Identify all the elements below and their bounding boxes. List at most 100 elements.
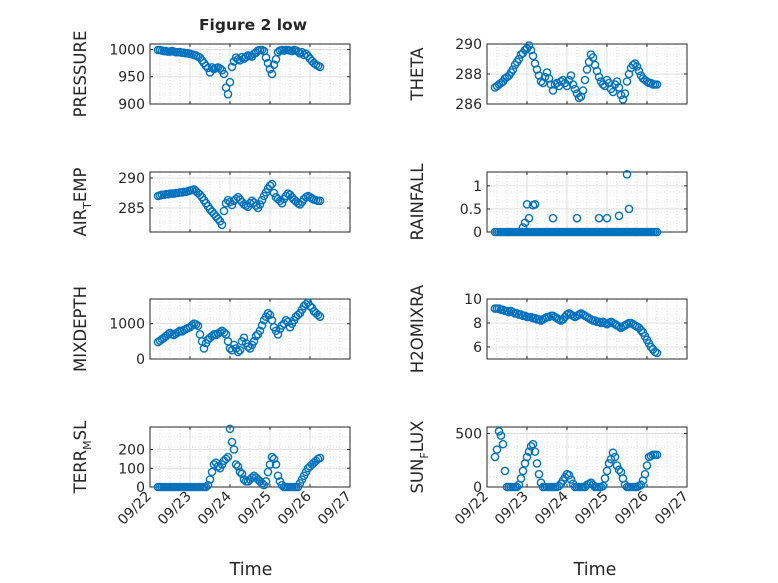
data-point [247, 473, 257, 482]
data-point [203, 63, 213, 73]
y-tick-label: 0 [136, 352, 145, 368]
data-point [508, 65, 518, 74]
data-point [213, 462, 223, 471]
data-point [225, 424, 235, 434]
data-point [281, 191, 291, 201]
data-point [209, 460, 219, 469]
data-point [514, 54, 524, 64]
data-point [566, 475, 576, 484]
data-point [273, 471, 283, 481]
data-point [594, 213, 604, 223]
data-point [602, 213, 612, 223]
subplot-1: 900 950 1000 PRESSURE [71, 31, 351, 117]
data-point [267, 69, 277, 79]
data-point [602, 466, 612, 476]
data-point [530, 447, 540, 456]
data-point [518, 466, 528, 476]
data-point [277, 198, 287, 208]
y-tick-label: 0 [473, 225, 482, 241]
axes-box [149, 43, 351, 105]
data-point [315, 453, 325, 463]
data-point [524, 41, 534, 50]
data-point [237, 469, 247, 479]
data-point [257, 321, 267, 330]
data-point [219, 69, 229, 79]
data-point [614, 211, 624, 221]
data-point [273, 329, 283, 339]
data-point [233, 347, 243, 357]
y-tick-label: 285 [118, 201, 145, 217]
data-point [251, 201, 261, 210]
y-axis-label-subscript: F [418, 452, 431, 458]
data-point [213, 214, 223, 224]
data-point [265, 460, 275, 469]
data-point [261, 53, 271, 62]
data-point [227, 200, 237, 210]
data-point [219, 328, 229, 337]
data-point [554, 481, 564, 491]
data-point [315, 312, 325, 321]
data-point [616, 90, 626, 100]
data-point [227, 437, 237, 447]
subplot-3: 285 290 AIRTEMP [71, 167, 351, 236]
data-point [243, 342, 253, 351]
data-point [632, 62, 642, 71]
data-point [193, 321, 203, 331]
data-point [257, 195, 267, 205]
y-tick-label: 1 [473, 179, 482, 195]
data-point [239, 475, 249, 484]
data-point [530, 200, 540, 209]
y-axis-label: H2OMIXRA [408, 284, 427, 373]
data-point [277, 480, 287, 490]
data-point [556, 77, 566, 86]
data-point [528, 51, 538, 61]
data-point [548, 213, 558, 223]
axes-box [149, 171, 351, 233]
data-point [512, 482, 522, 492]
y-tick-label: 200 [118, 443, 145, 459]
data-point [199, 344, 209, 353]
y-tick-label: 6 [473, 340, 482, 356]
data-point [600, 474, 610, 483]
y-tick-label: 290 [455, 37, 482, 53]
y-axis-label: SUNFLUX [408, 421, 431, 494]
data-point [636, 325, 646, 335]
axes-box [486, 298, 688, 360]
data-point [568, 80, 578, 89]
data-point [231, 460, 241, 469]
data-point [500, 466, 510, 476]
data-point [269, 454, 279, 464]
y-tick-label: 0 [136, 480, 145, 496]
y-axis-label-part: SUN [408, 459, 427, 494]
data-point [207, 63, 217, 72]
data-point [614, 465, 624, 475]
data-point [227, 62, 237, 72]
data-point [195, 190, 205, 200]
data-point [163, 329, 173, 339]
y-axis-label: AIRTEMP [71, 167, 94, 236]
data-point [636, 480, 646, 490]
data-point [528, 439, 538, 449]
y-axis-label-part: AIR [71, 209, 90, 237]
data-point [628, 60, 638, 70]
y-axis-label-part: THETA [408, 47, 427, 102]
y-axis-label-part: RAINFALL [408, 163, 427, 241]
data-point [269, 188, 279, 198]
data-point [201, 61, 211, 71]
y-tick-label: 900 [118, 97, 145, 113]
data-point [249, 337, 259, 346]
data-point [225, 77, 235, 87]
y-axis-label-part: H2OMIXRA [408, 284, 427, 373]
y-axis-label: MIXDEPTH [71, 286, 90, 372]
y-tick-label: 8 [473, 316, 482, 332]
data-point [532, 459, 542, 468]
data-point [516, 474, 526, 483]
data-point [295, 200, 305, 209]
data-point [275, 196, 285, 206]
data-point [494, 426, 504, 436]
y-tick-label: 288 [455, 67, 482, 83]
data-point [265, 181, 275, 191]
data-point [598, 481, 608, 491]
data-point [614, 83, 624, 92]
y-tick-label: 286 [455, 97, 482, 113]
